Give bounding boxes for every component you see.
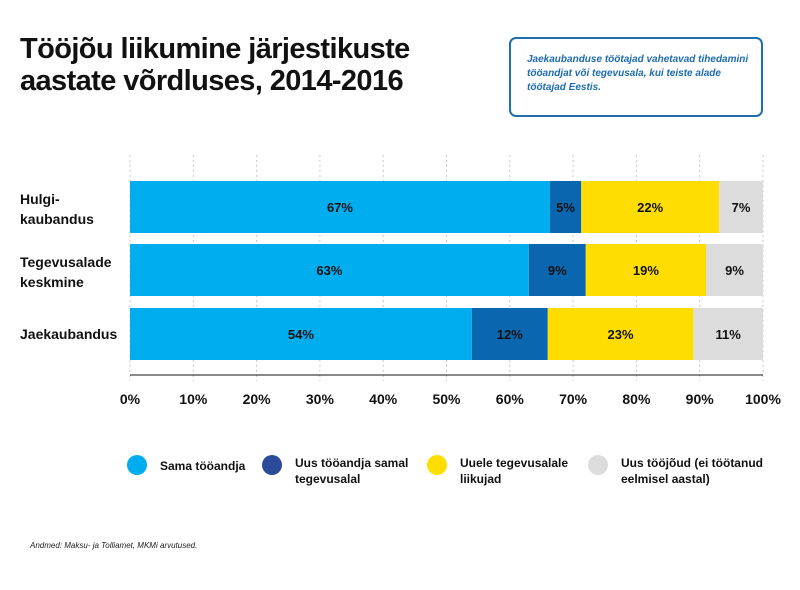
stacked-bar-chart: 0% 10% 20% 30% 40% 50% 60% 70% 80% 90% 100% 67% 5% 22…	[120, 155, 781, 407]
x-tick-label: 10%	[179, 391, 208, 407]
bar-segment	[130, 181, 550, 233]
bar-segment	[706, 244, 763, 296]
data-label: 54%	[288, 327, 314, 342]
data-label: 19%	[633, 263, 659, 278]
data-label: 63%	[316, 263, 342, 278]
data-label: 7%	[732, 200, 751, 215]
legend-label: Sama tööandja	[160, 459, 246, 473]
data-label: 67%	[327, 200, 353, 215]
callout-text: Jaekaubanduse töötajad vahetavad tihedam…	[527, 54, 749, 93]
data-label: 9%	[548, 263, 567, 278]
data-label: 9%	[725, 263, 744, 278]
data-label: 23%	[608, 327, 634, 342]
x-tick-label: 0%	[120, 391, 141, 407]
legend-swatch	[262, 455, 282, 475]
data-label: 11%	[716, 327, 742, 342]
x-tick-label: 20%	[243, 391, 272, 407]
bar-segment	[581, 181, 720, 233]
legend-swatch	[127, 455, 147, 475]
bar-segment	[528, 244, 586, 296]
data-label: 12%	[497, 327, 523, 342]
legend-swatch	[588, 455, 608, 475]
x-tick-label: 40%	[369, 391, 398, 407]
legend-label: Uuele tegevusalale liikujad	[460, 456, 569, 486]
row-label-hulgikaubandus: Hulgi- kaubandus	[20, 191, 94, 227]
callout-box: Jaekaubanduse töötajad vahetavad tihedam…	[509, 37, 763, 117]
x-tick-label: 100%	[745, 391, 781, 407]
bar-segment	[585, 244, 707, 296]
legend-swatch	[427, 455, 447, 475]
x-tick-label: 80%	[622, 391, 651, 407]
x-tick-label: 90%	[686, 391, 715, 407]
x-tick-label: 70%	[559, 391, 588, 407]
bar-segment	[471, 308, 548, 360]
data-label: 5%	[556, 200, 575, 215]
chart-title: Tööjõu liikumine järjestikuste aastate v…	[20, 33, 410, 97]
data-source-note: Andmed: Maksu- ja Tolliamet, MKMi arvutu…	[30, 541, 198, 550]
row-label-tegevusalade-keskmine: Tegevusalade keskmine	[20, 254, 112, 290]
bar-segment	[549, 181, 582, 233]
data-label: 22%	[637, 200, 663, 215]
bar-segment	[547, 308, 694, 360]
bar-segment	[719, 181, 763, 233]
x-tick-label: 60%	[496, 391, 525, 407]
bar-segment	[693, 308, 763, 360]
bar-segment	[130, 308, 472, 360]
bar-segment	[130, 244, 529, 296]
x-tick-label: 30%	[306, 391, 335, 407]
row-label-jaekaubandus: Jaekaubandus	[20, 326, 118, 342]
legend-label: Uus tööandja samal tegevusalal	[295, 456, 409, 486]
x-tick-label: 50%	[432, 391, 461, 407]
legend-label: Uus tööjõud (ei töötanud eelmisel aastal…	[621, 456, 763, 486]
